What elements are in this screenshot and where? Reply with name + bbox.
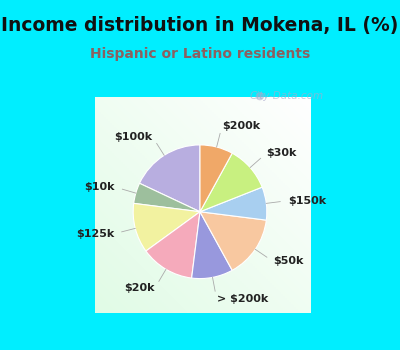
- Wedge shape: [200, 153, 262, 212]
- Wedge shape: [200, 187, 267, 220]
- Text: City-Data.com: City-Data.com: [249, 91, 323, 101]
- Text: $10k: $10k: [85, 182, 115, 192]
- Text: Income distribution in Mokena, IL (%): Income distribution in Mokena, IL (%): [1, 16, 399, 35]
- Text: $50k: $50k: [273, 257, 304, 266]
- Text: $100k: $100k: [114, 132, 153, 142]
- Text: $150k: $150k: [288, 196, 326, 206]
- Text: $20k: $20k: [124, 283, 155, 293]
- Text: $200k: $200k: [222, 121, 260, 131]
- Wedge shape: [192, 212, 232, 279]
- Wedge shape: [134, 183, 200, 212]
- Text: $125k: $125k: [76, 229, 114, 239]
- Wedge shape: [140, 145, 200, 212]
- Text: $30k: $30k: [266, 148, 297, 158]
- Wedge shape: [200, 145, 232, 212]
- Text: Hispanic or Latino residents: Hispanic or Latino residents: [90, 47, 310, 61]
- Wedge shape: [133, 203, 200, 251]
- Wedge shape: [146, 212, 200, 278]
- Text: ●: ●: [254, 91, 264, 101]
- Wedge shape: [200, 212, 266, 270]
- Text: > $200k: > $200k: [216, 294, 268, 303]
